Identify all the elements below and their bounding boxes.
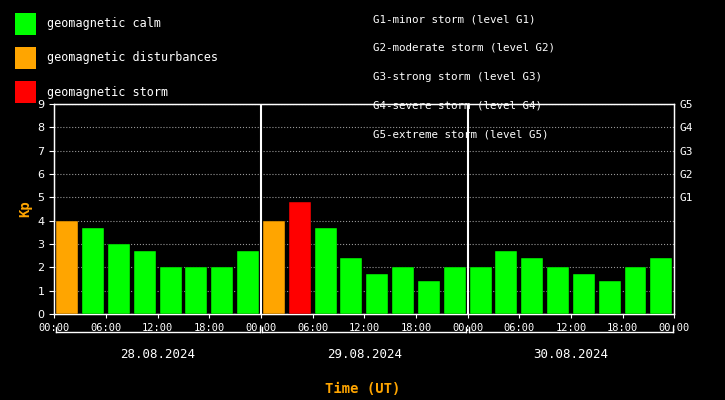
Text: geomagnetic disturbances: geomagnetic disturbances [47,52,218,64]
Bar [521,258,543,314]
Bar [470,267,492,314]
Text: Time (UT): Time (UT) [325,382,400,396]
Bar [263,221,285,314]
Text: G1-minor storm (level G1): G1-minor storm (level G1) [373,14,536,24]
Bar [289,202,311,314]
Bar [315,228,336,314]
Bar [650,258,672,314]
Bar [444,267,465,314]
Bar [160,267,181,314]
Bar [57,221,78,314]
Bar [366,274,388,314]
Bar [624,267,647,314]
Bar [186,267,207,314]
Bar [495,251,518,314]
Bar [341,258,362,314]
Bar [418,281,440,314]
Text: geomagnetic storm: geomagnetic storm [47,86,168,98]
Bar [547,267,569,314]
Y-axis label: Kp: Kp [18,201,32,217]
Text: G5-extreme storm (level G5): G5-extreme storm (level G5) [373,129,549,139]
Text: geomagnetic calm: geomagnetic calm [47,18,161,30]
Text: 28.08.2024: 28.08.2024 [120,348,195,361]
Text: 29.08.2024: 29.08.2024 [327,348,402,361]
Bar [108,244,130,314]
Bar [211,267,233,314]
Text: G4-severe storm (level G4): G4-severe storm (level G4) [373,100,542,110]
Bar [392,267,414,314]
Bar [134,251,156,314]
Bar [82,228,104,314]
Text: G2-moderate storm (level G2): G2-moderate storm (level G2) [373,43,555,53]
Bar [573,274,594,314]
Text: G3-strong storm (level G3): G3-strong storm (level G3) [373,72,542,82]
Bar [237,251,259,314]
Bar [599,281,621,314]
Text: 30.08.2024: 30.08.2024 [534,348,608,361]
